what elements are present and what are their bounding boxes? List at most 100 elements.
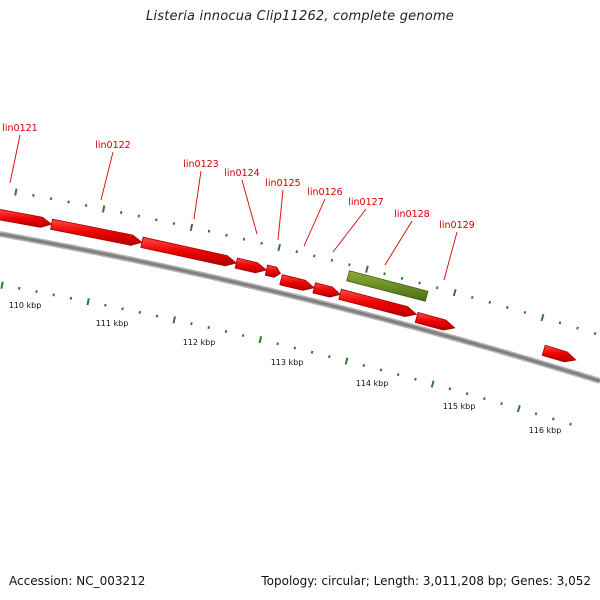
leader-line — [384, 220, 413, 266]
gene-arrow — [140, 236, 238, 267]
upper-tick-track — [14, 188, 597, 335]
upper-tick — [488, 300, 492, 304]
upper-tick — [558, 321, 562, 325]
upper-tick — [576, 326, 579, 330]
upper-tick — [383, 272, 386, 276]
gene-label: lin0127 — [348, 197, 383, 208]
upper-tick — [207, 229, 211, 233]
upper-tick — [137, 214, 141, 218]
upper-tick — [14, 188, 18, 196]
gene-label: lin0122 — [95, 140, 130, 151]
upper-tick — [155, 218, 158, 222]
lower-tick — [69, 296, 73, 300]
upper-tick — [348, 263, 351, 267]
lower-tick — [379, 368, 383, 372]
kbp-label: 116 kbp — [529, 426, 562, 435]
gene-label: lin0129 — [439, 220, 474, 231]
lower-tick — [500, 402, 503, 406]
lower-tick — [569, 422, 572, 426]
leader-line — [9, 134, 21, 184]
backbone-line — [0, 232, 600, 383]
leader-line — [193, 170, 202, 220]
upper-tick — [540, 313, 545, 322]
lower-tick — [430, 380, 435, 388]
lower-tick — [86, 298, 90, 306]
upper-tick — [400, 276, 404, 280]
lower-tick — [396, 373, 400, 377]
lower-tick — [516, 405, 521, 413]
lower-tick — [293, 346, 297, 350]
leader-line — [303, 198, 326, 247]
gene-arrow — [234, 257, 268, 274]
leader-line — [100, 151, 114, 201]
upper-tick — [172, 222, 176, 226]
lower-tick — [534, 412, 538, 416]
lower-tick — [328, 355, 331, 359]
lower-tick — [0, 281, 4, 289]
lower-tick-track — [0, 281, 572, 426]
lower-tick — [414, 377, 417, 381]
gene-arrow — [541, 344, 577, 363]
lower-tick — [190, 322, 193, 326]
upper-tick — [189, 223, 194, 232]
kbp-label: 112 kbp — [183, 338, 216, 347]
lower-tick — [344, 357, 349, 365]
gene-label: lin0121 — [2, 123, 37, 134]
genome-backbone — [0, 231, 600, 384]
upper-tick — [225, 233, 228, 237]
map-title: Listeria innocua Clip11262, complete gen… — [145, 9, 455, 24]
genome-summary-text: Topology: circular; Length: 3,011,208 bp… — [261, 574, 591, 588]
upper-tick — [101, 205, 106, 213]
kbp-label: 114 kbp — [356, 379, 389, 388]
lower-tick — [483, 397, 486, 401]
lower-tick — [362, 363, 366, 367]
leader-line — [241, 179, 258, 235]
lower-tick — [121, 307, 124, 311]
gene-arrow — [50, 218, 143, 246]
gene-track — [0, 209, 577, 363]
gene-label: lin0126 — [307, 187, 342, 198]
kbp-label: 113 kbp — [271, 358, 304, 367]
lower-tick — [224, 330, 228, 333]
upper-tick — [84, 203, 88, 207]
lower-tick — [172, 316, 176, 324]
lower-tick — [104, 303, 107, 307]
upper-tick — [330, 258, 334, 262]
kbp-label: 111 kbp — [96, 319, 129, 328]
lower-tick — [448, 387, 452, 391]
lower-tick — [258, 335, 263, 344]
upper-tick — [418, 281, 421, 285]
gene-arrow — [414, 311, 456, 331]
upper-tick — [242, 237, 246, 241]
upper-tick — [593, 331, 597, 335]
lower-tick — [310, 350, 314, 354]
gene-label: lin0125 — [265, 178, 300, 189]
leader-line — [443, 231, 458, 281]
upper-tick — [313, 254, 316, 258]
upper-tick — [435, 286, 439, 290]
gene-label: lin0123 — [183, 159, 218, 170]
lower-tick — [207, 326, 210, 330]
gene-labels: lin0121 lin0122 lin0123 lin0124 lin0125 lin01… — [2, 123, 474, 231]
upper-tick — [365, 265, 369, 273]
upper-tick — [523, 310, 527, 315]
accession-text: Accession: NC_003212 — [9, 574, 146, 588]
kbp-labels: 110 kbp 111 kbp 112 kbp 113 kbp 114 kbp 115 k… — [9, 301, 562, 435]
kbp-label: 115 kbp — [443, 402, 476, 411]
gene-arrow — [0, 209, 53, 228]
leader-line — [277, 189, 284, 241]
upper-tick — [119, 211, 123, 214]
upper-tick — [277, 243, 281, 252]
leader-line — [332, 208, 367, 253]
gene-bar-olive — [346, 270, 429, 302]
lower-tick — [465, 392, 469, 396]
kbp-label: 110 kbp — [9, 301, 42, 310]
upper-tick — [452, 288, 457, 297]
gene-label: lin0124 — [224, 168, 259, 179]
upper-tick — [260, 241, 263, 245]
lower-tick — [551, 417, 555, 421]
lower-tick — [276, 342, 279, 346]
upper-tick — [506, 305, 509, 309]
lower-tick — [155, 314, 159, 318]
